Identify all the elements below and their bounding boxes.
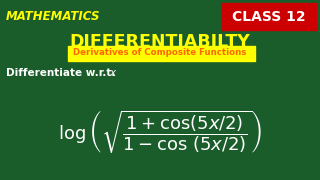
Text: MATHEMATICS: MATHEMATICS <box>6 10 100 22</box>
Text: Differentiate w.r.t.: Differentiate w.r.t. <box>6 68 119 78</box>
Text: Derivatives of Composite Functions: Derivatives of Composite Functions <box>73 48 247 57</box>
Text: $x$: $x$ <box>109 68 117 78</box>
FancyBboxPatch shape <box>68 46 254 60</box>
Text: CLASS 12: CLASS 12 <box>232 10 306 24</box>
FancyBboxPatch shape <box>222 3 316 30</box>
Text: $\log \left( \sqrt{\dfrac{1+\cos(5x/2)}{1-\cos\,(5x/2)}} \right)$: $\log \left( \sqrt{\dfrac{1+\cos(5x/2)}{… <box>58 109 262 155</box>
Text: DIFFERENTIABILTY: DIFFERENTIABILTY <box>70 33 250 51</box>
